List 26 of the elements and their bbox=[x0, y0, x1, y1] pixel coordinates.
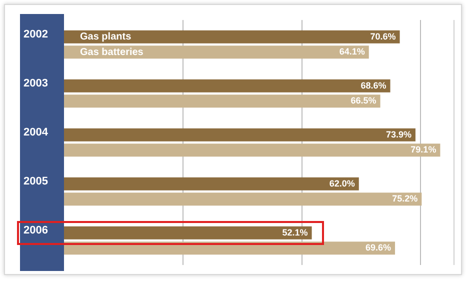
data-label: 68.6% bbox=[360, 80, 386, 90]
bar bbox=[64, 30, 400, 44]
data-label: 79.1% bbox=[410, 144, 436, 155]
data-label: 52.1% bbox=[282, 227, 308, 238]
series-label: Gas batteries bbox=[80, 46, 144, 58]
bar bbox=[64, 192, 422, 206]
y-tick-label: 2005 bbox=[24, 176, 48, 188]
data-label: 69.6% bbox=[365, 242, 392, 253]
data-label: 70.6% bbox=[370, 31, 396, 42]
bar bbox=[64, 46, 369, 59]
data-label: 73.9% bbox=[386, 129, 412, 140]
y-tick-label: 2004 bbox=[24, 126, 49, 139]
bar bbox=[64, 226, 312, 240]
bar bbox=[64, 144, 440, 157]
data-label: 66.5% bbox=[350, 96, 376, 106]
bar bbox=[64, 79, 390, 92]
y-tick-label: 2006 bbox=[24, 224, 48, 237]
series-label: Gas plants bbox=[80, 32, 132, 43]
y-tick-label: 2002 bbox=[24, 28, 48, 41]
bar bbox=[64, 177, 359, 190]
bar bbox=[64, 128, 416, 142]
data-label: 62.0% bbox=[329, 178, 355, 188]
data-label: 75.2% bbox=[392, 194, 418, 204]
y-tick-label: 2003 bbox=[24, 78, 48, 90]
bar bbox=[64, 94, 380, 108]
data-label: 64.1% bbox=[339, 46, 365, 57]
